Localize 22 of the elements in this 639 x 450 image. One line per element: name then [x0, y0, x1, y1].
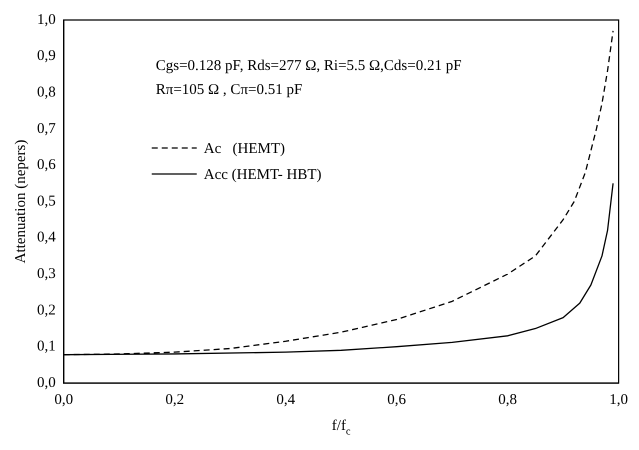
annotation: Cgs=0.128 pF, Rds=277 Ω, Ri=5.5 Ω,Cds=0.21 pF [156, 58, 462, 74]
y-tick-label: 0,1 [37, 338, 56, 355]
x-tick-label: 0,2 [165, 392, 184, 408]
y-tick-label: 1,0 [37, 12, 56, 28]
y-tick-label: 0,9 [37, 48, 56, 64]
legend-label: Acc (HEMT- HBT) [204, 167, 322, 183]
y-tick-label: 0,3 [37, 266, 56, 282]
x-tick-label: 0,4 [276, 392, 296, 408]
y-tick-label: 0,0 [37, 374, 56, 391]
x-tick-label: 0,6 [387, 392, 407, 408]
x-tick-label: 0,0 [54, 392, 74, 408]
y-tick-label: 0,8 [37, 84, 56, 101]
y-tick-label: 0,6 [37, 157, 56, 174]
y-axis-title: Attenuation (nepers) [12, 140, 29, 264]
legend-label: Ac (HEMT) [204, 141, 285, 157]
y-tick-label: 0,5 [37, 193, 56, 210]
annotation: Rπ=105 Ω , Cπ=0.51 pF [156, 82, 302, 98]
y-tick-label: 0,7 [37, 120, 56, 137]
y-tick-label: 0,2 [37, 302, 56, 318]
x-tick-label: 1,0 [609, 392, 628, 408]
x-tick-label: 0,8 [498, 392, 518, 408]
y-tick-label: 0,4 [37, 230, 56, 246]
